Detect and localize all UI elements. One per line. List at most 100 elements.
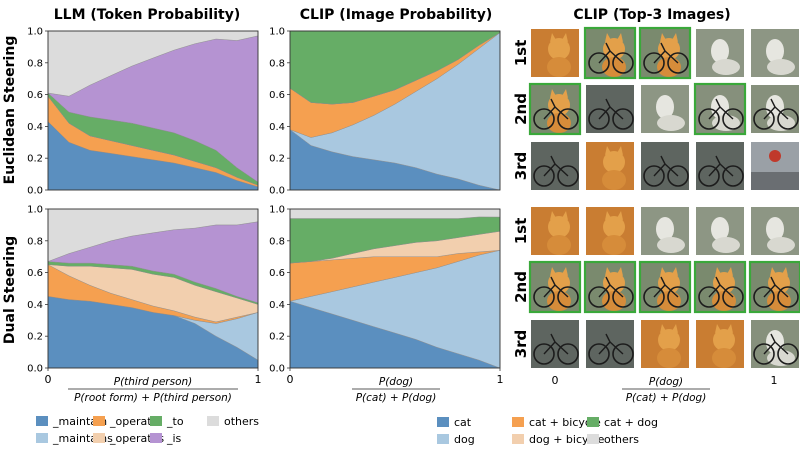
cat-ears: [715, 267, 733, 276]
wheel-shape: [557, 343, 579, 365]
thumbnail-dog: [696, 29, 744, 77]
wheel-shape: [753, 108, 775, 130]
legend-swatch: [587, 417, 599, 427]
wheel-shape: [722, 108, 744, 130]
thumbnail-cat: [641, 320, 689, 368]
ytick-label: 0.0: [27, 364, 43, 375]
thumbnail-cat-bicycle: [583, 260, 637, 314]
wheel-shape: [612, 108, 634, 130]
thumbnail-cat-bicycle: [583, 26, 637, 80]
cat-shape: [548, 94, 570, 116]
cat-body: [547, 235, 571, 255]
frame-shape: [708, 276, 734, 298]
cat-body: [602, 170, 626, 190]
wheel-shape: [777, 108, 799, 130]
cat-ears: [605, 267, 623, 276]
thumbnail-dog: [641, 85, 689, 133]
xtick-label: 0: [287, 373, 294, 386]
thumbnail-dog: [751, 207, 799, 255]
legend-swatch: [150, 416, 162, 426]
frame-shape: [543, 276, 569, 298]
image-row-euclidean-3rd: 3rd: [512, 142, 799, 190]
cat-shape: [713, 329, 735, 351]
dog-shape: [766, 39, 784, 63]
wheel-shape: [588, 286, 610, 308]
image-row-euclidean-2nd: 2nd: [512, 82, 799, 136]
image-grid-xaxis: 0 1 P(dog) P(cat) + P(dog): [552, 374, 778, 404]
image-grid-xtick-0: 0: [552, 374, 559, 387]
frame-shape: [763, 333, 789, 355]
area-others: [289, 208, 501, 219]
ytick-label: 0.2: [269, 154, 285, 165]
dog-shape: [711, 39, 729, 63]
wheel-shape: [667, 286, 689, 308]
cat-shape: [548, 216, 570, 238]
dog-body: [712, 237, 740, 253]
wheel-shape: [557, 108, 579, 130]
wheel-shape: [777, 343, 799, 365]
thumbnail-bicycle: [586, 320, 634, 368]
dog-body: [767, 237, 795, 253]
cat-body: [547, 57, 571, 77]
legend-label: cat + dog: [604, 416, 658, 429]
thumbnail-cat-bicycle: [638, 26, 692, 80]
cat-ears: [550, 211, 568, 220]
wheel-shape: [533, 343, 555, 365]
highlight-frame: [638, 26, 692, 80]
ytick-label: 1.0: [27, 205, 43, 216]
frame-shape: [763, 276, 789, 298]
chart-llm-euclidean: 0.0 0.2 0.4 0.6 0.8 1.0: [27, 27, 259, 197]
frame-shape: [598, 98, 624, 120]
header-clip-images: CLIP (Top-3 Images): [573, 7, 730, 23]
legend-swatch: [93, 416, 105, 426]
cat-shape: [768, 272, 790, 294]
rank-label: 2nd: [512, 271, 530, 303]
thumbnail-cat-bicycle: [528, 260, 582, 314]
chart-llm-dual: 0.0 0.2 0.4 0.6 0.8 1.0 0 1: [27, 205, 261, 387]
thumbnail-cat: [531, 207, 579, 255]
cat-shape: [603, 216, 625, 238]
road-shape: [751, 172, 799, 190]
cat-body: [657, 348, 681, 368]
cat-shape: [603, 151, 625, 173]
legend-swatch: [587, 434, 599, 444]
legend-swatch: [36, 433, 48, 443]
thumbnail-cat-bicycle: [528, 82, 582, 136]
rank-label: 3rd: [512, 330, 530, 359]
wheel-shape: [612, 286, 634, 308]
xlabel-llm-numerator: P(third person): [114, 376, 193, 388]
ytick-label: 0.4: [269, 300, 285, 311]
legend-swatch: [207, 416, 219, 426]
highlight-frame: [583, 260, 637, 314]
ytick-label: 1.0: [269, 27, 285, 38]
legend-label: _is: [166, 432, 182, 445]
thumbnail-bicycle: [696, 142, 744, 190]
highlight-frame: [693, 260, 747, 314]
ytick-label: 0.6: [27, 268, 43, 279]
top3-image-grid: 1st 2nd 3rd 1st 2nd 3rd: [512, 26, 800, 368]
chart-clip-euclidean: 0.0 0.2 0.4 0.6 0.8 1.0: [269, 27, 501, 197]
xtick-label: 1: [255, 373, 262, 386]
dog-shape: [766, 217, 784, 241]
wheel-shape: [643, 165, 665, 187]
thumbnail-cat-bicycle: [748, 260, 800, 314]
legend-swatch: [36, 416, 48, 426]
wheel-shape: [612, 343, 634, 365]
cat-ears: [715, 324, 733, 333]
plot-frame: [47, 208, 259, 369]
thumbnail-dog-bicycle: [751, 320, 799, 368]
thumbnail-cat-bicycle: [638, 260, 692, 314]
cat-shape: [658, 38, 680, 60]
legend-label: dog + bicycle: [529, 433, 605, 446]
highlight-frame: [748, 260, 800, 314]
header-clip-probability: CLIP (Image Probability): [300, 7, 492, 23]
ytick-label: 0.0: [269, 186, 285, 197]
image-grid-xlabel-numerator: P(dog): [649, 376, 683, 388]
highlight-frame: [528, 82, 582, 136]
thumbnail-cat: [531, 29, 579, 77]
ytick-label: 0.2: [27, 154, 43, 165]
legend-label: _to: [166, 415, 184, 428]
cat-shape: [603, 38, 625, 60]
ytick-label: 0.6: [269, 268, 285, 279]
cat-ears: [550, 33, 568, 42]
